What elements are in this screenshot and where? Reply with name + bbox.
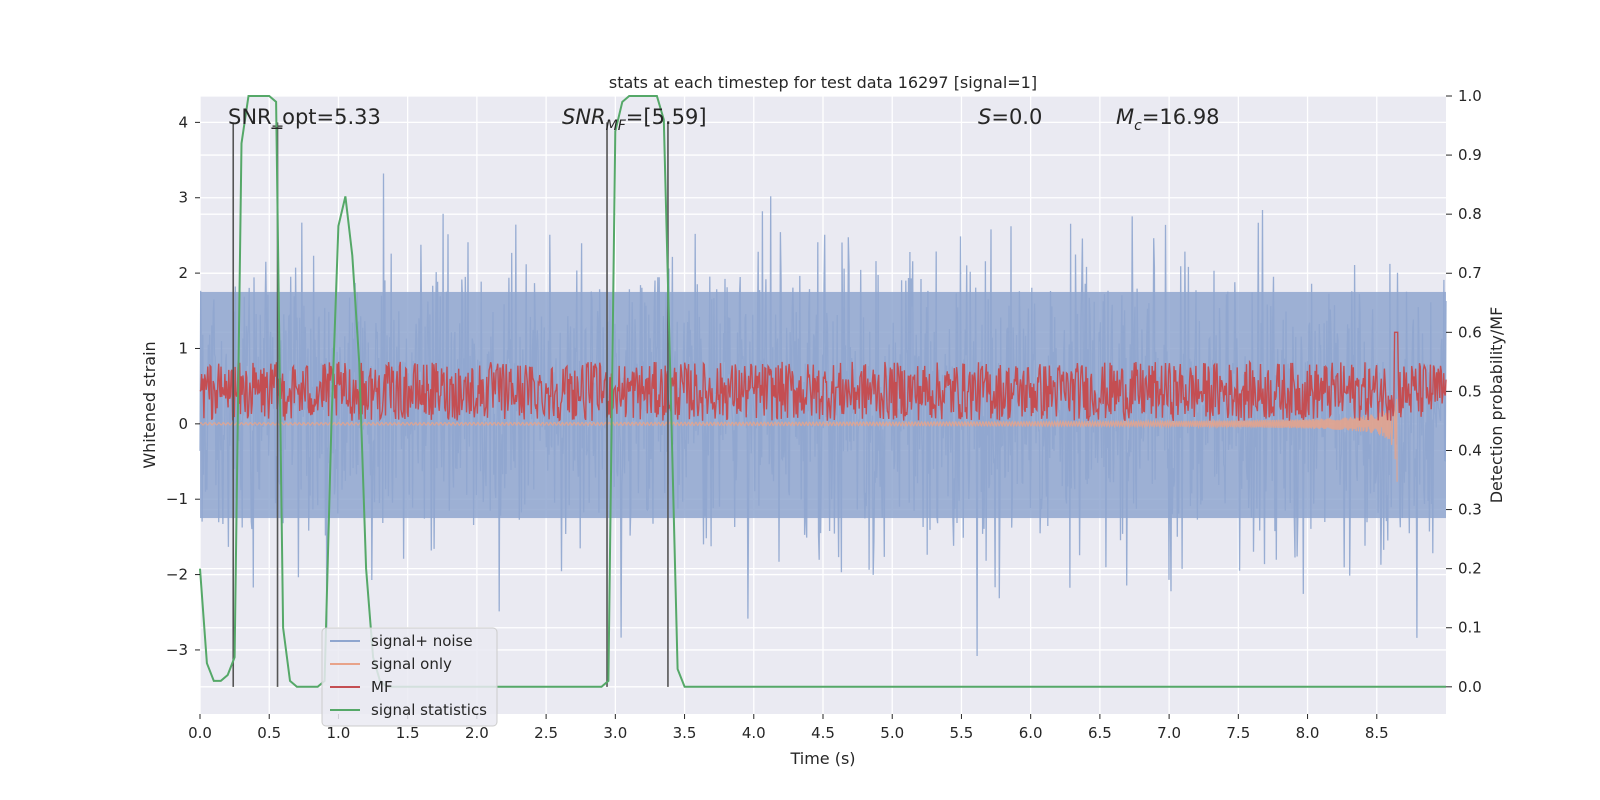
signal-statistics-line: [199, 95, 1446, 688]
x-tick-label: 0.0: [188, 724, 212, 742]
x-tick-label: 2.5: [534, 724, 558, 742]
x-tick-label: 8.0: [1296, 724, 1320, 742]
y-tick-label-right: 0.6: [1458, 323, 1482, 341]
y-tick-label-right: 0.5: [1458, 382, 1482, 400]
annotation-snr-opt: SNR_opt=5.33: [228, 105, 381, 130]
y-tick-label-right: 0.2: [1458, 560, 1482, 578]
signal-only-line: [199, 398, 1398, 482]
y-tick-label-right: 0.4: [1458, 441, 1482, 459]
y-tick-label-left: 4: [178, 113, 188, 131]
y-tick-label-left: 2: [178, 264, 188, 282]
y-tick-label-left: 3: [178, 189, 188, 207]
x-tick-label: 4.5: [811, 724, 835, 742]
y-tick-label-right: 0.7: [1458, 264, 1482, 282]
y-tick-label-left: −1: [166, 490, 188, 508]
x-tick-label: 7.5: [1226, 724, 1250, 742]
x-tick-label: 8.5: [1365, 724, 1389, 742]
y-tick-label-right: 0.3: [1458, 501, 1482, 519]
y-tick-label-right: 0.8: [1458, 205, 1482, 223]
y-tick-label-right: 0.9: [1458, 146, 1482, 164]
x-tick-label: 0.5: [257, 724, 281, 742]
y-tick-label-right: 0.0: [1458, 678, 1482, 696]
x-tick-label: 2.0: [465, 724, 489, 742]
y-axis-left: 4 3 2 1 0 −1 −2 −3: [166, 113, 200, 659]
y-tick-label-left: −3: [166, 641, 188, 659]
y-axis-label-left: Whitened strain: [140, 341, 159, 468]
y-tick-label-left: 1: [178, 339, 188, 357]
y-axis-label-right: Detection probability/MF: [1487, 307, 1506, 504]
annotation-mc: Mc=16.98: [1116, 105, 1220, 134]
y-tick-label-left: −2: [166, 566, 188, 584]
x-axis-label: Time (s): [789, 749, 855, 768]
annotation-snr-mf: SNRMF=[5.59]: [562, 105, 707, 134]
series-signal-only: [199, 398, 1398, 482]
x-tick-label: 3.0: [603, 724, 627, 742]
y-axis-right: 1.0 0.9 0.8 0.7 0.6 0.5 0.4 0.3 0.2 0.1 0.0: [1446, 87, 1482, 696]
x-tick-label: 6.5: [1088, 724, 1112, 742]
series-mf: [199, 331, 1447, 422]
x-tick-label: 1.0: [327, 724, 351, 742]
legend-label-signal-only: signal only: [371, 655, 452, 673]
x-tick-label: 1.5: [396, 724, 420, 742]
legend-box: [321, 627, 498, 727]
x-axis: 0.0 0.5 1.0 1.5 2.0 2.5 3.0 3.5 4.0 4.5 5.0 5.5 6.0 6…: [188, 714, 1389, 742]
annotation-s: S=0.0: [978, 105, 1042, 129]
y-tick-label-left: 0: [178, 415, 188, 433]
x-tick-label: 4.0: [742, 724, 766, 742]
x-tick-label: 5.5: [950, 724, 974, 742]
x-tick-label: 7.0: [1157, 724, 1181, 742]
series-signal-statistics: [199, 95, 1446, 688]
legend-label-signal-plus-noise: signal+ noise: [371, 632, 473, 650]
chart-title: stats at each timestep for test data 162…: [609, 73, 1037, 92]
mf-line: [199, 331, 1447, 422]
x-tick-label: 6.0: [1019, 724, 1043, 742]
legend: signal+ noise signal only MF signal stat…: [321, 627, 498, 727]
x-tick-label: 3.5: [673, 724, 697, 742]
y-tick-label-right: 0.1: [1458, 619, 1482, 637]
legend-label-signal-statistics: signal statistics: [371, 701, 487, 719]
y-tick-label-right: 1.0: [1458, 87, 1482, 105]
x-tick-label: 5.0: [880, 724, 904, 742]
legend-label-mf: MF: [371, 678, 393, 696]
